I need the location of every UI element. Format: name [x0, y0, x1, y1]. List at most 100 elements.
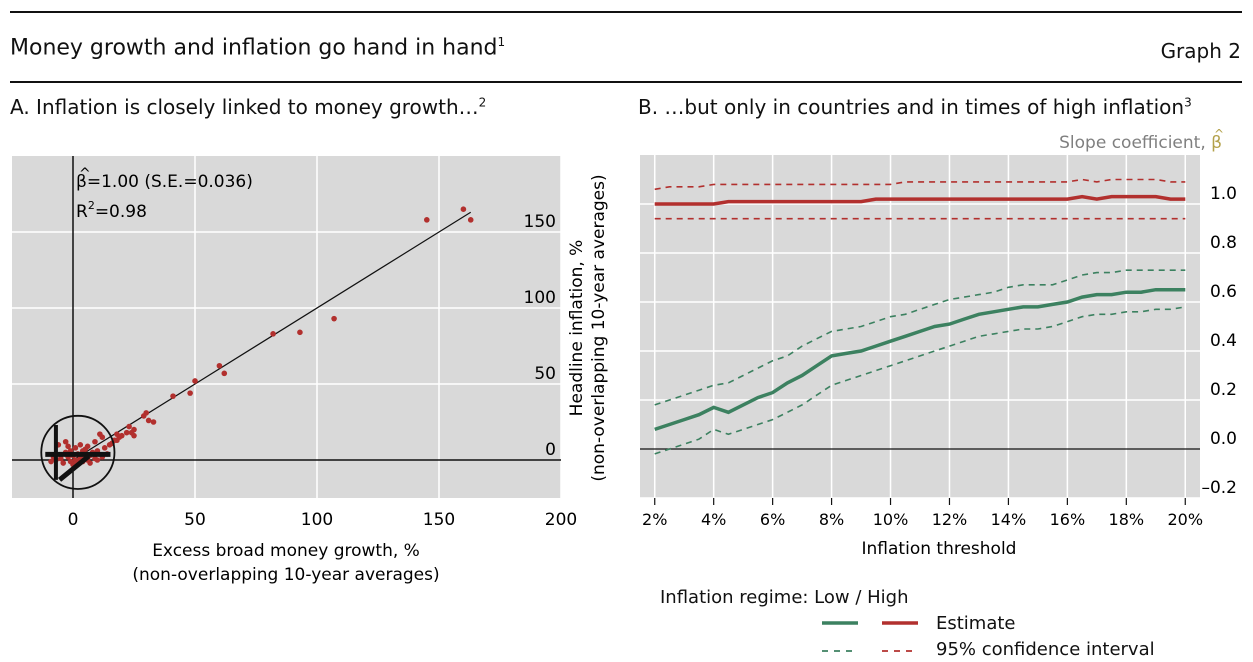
- panel-a-point: [92, 438, 98, 445]
- panel-b-y-ticks: –0.2 0.0 0.2 0.4 0.6 0.8 1.0: [1201, 184, 1237, 498]
- header-rule: [10, 81, 1242, 83]
- panel-a-ylabel-line2: (non-overlapping 10-year averages): [589, 174, 609, 481]
- panel-b-series: [654, 178, 1186, 455]
- legend-ci-label: 95% confidence interval: [936, 639, 1155, 660]
- panel-a-point: [221, 370, 228, 377]
- panel-a-point: [58, 455, 64, 462]
- panel-a-r2-text: =0.98: [95, 202, 147, 222]
- panel-b-right-axis-label: Slope coefficient, β: [1059, 133, 1222, 153]
- panel-a-title: A. Inflation is closely linked to money …: [10, 95, 486, 119]
- panel-a-beta-hat: ^: [79, 166, 91, 182]
- panel-a-beta-annotation: β=1.00 (S.E.=0.036): [76, 172, 253, 192]
- panel-a-point: [331, 315, 337, 322]
- panel-a-zoom-bar-d: [58, 454, 91, 482]
- panel-a-point: [145, 417, 152, 424]
- panel-a-point: [140, 413, 147, 419]
- legend-estimate-label: Estimate: [936, 613, 1016, 634]
- panel-b-x-tick-label: 20%: [1167, 510, 1203, 529]
- panel-b-x-tick-label: 8%: [819, 510, 844, 529]
- panel-b-chart: Slope coefficient, β ^ 2% 4% 6% 8% 10% 12% 14%…: [640, 127, 1237, 555]
- panel-a-point: [101, 445, 108, 451]
- legend: Inflation regime: Low / High Estimate 95…: [660, 587, 1220, 662]
- panel-a-grid: [12, 156, 562, 498]
- panel-a-y-tick-label: 50: [534, 364, 556, 384]
- panel-a-x-tick-label: 200: [545, 510, 577, 530]
- panel-a-chart: 0 50 100 150 200 0 50 100 150 ^ β=1.00 (S.E.=0.…: [12, 156, 609, 585]
- graph-number: Graph 2: [1160, 39, 1241, 63]
- panel-b-x-tick-label: 18%: [1109, 510, 1145, 529]
- panel-a-point: [114, 431, 120, 437]
- panel-a-point: [187, 390, 193, 396]
- panel-b-series-low-ci-upper: [654, 269, 1186, 406]
- panel-a-x-tick-label: 50: [184, 510, 206, 530]
- panel-a-point: [92, 455, 98, 462]
- panel-a-y-tick-label: 150: [524, 212, 556, 232]
- panel-b-title-footnote: 3: [1184, 95, 1192, 110]
- panel-a-point: [297, 329, 303, 336]
- panel-b-x-tick-label: 6%: [760, 510, 785, 529]
- panel-a-point: [424, 217, 430, 223]
- panel-a-point: [82, 446, 88, 453]
- panel-a-point: [97, 431, 103, 437]
- panel-a-r2-annotation: R2=0.98: [76, 199, 147, 222]
- panel-a-beta-text: =1.00 (S.E.=0.036): [87, 172, 253, 192]
- panel-b-plot-bg: [640, 155, 1200, 498]
- panel-a-point: [72, 445, 79, 451]
- panel-a-xlabel-line2: (non-overlapping 10-year averages): [132, 565, 439, 585]
- panel-b-x-ticks: 2% 4% 6% 8% 10% 12% 14% 16% 18% 20%: [642, 498, 1203, 529]
- panel-a-point: [216, 362, 223, 369]
- panel-b-series-low-ci-lower: [654, 306, 1186, 455]
- panel-a-axes: [12, 156, 561, 498]
- panel-a-title-text: A. Inflation is closely linked to money …: [10, 95, 479, 119]
- panel-b-x-tick-label: 10%: [873, 510, 909, 529]
- panel-b-y-tick-label: 0.0: [1210, 429, 1237, 449]
- graph-title-footnote: 1: [497, 35, 506, 49]
- panel-a-ylabel-line1: Headline inflation, %: [567, 240, 587, 417]
- panel-a-y-tick-label: 0: [545, 440, 556, 460]
- panel-a-highlight-circle: [40, 414, 116, 490]
- panel-a-x-tick-label: 100: [301, 510, 333, 530]
- top-rule: [10, 11, 1242, 13]
- panel-b-grid: [640, 155, 1200, 499]
- panel-b-series-low-estimate: [654, 287, 1186, 432]
- panel-a-y-tick-label: 100: [524, 288, 556, 308]
- panel-a-r2-exp: 2: [88, 199, 95, 212]
- panel-b-title: B. …but only in countries and in times o…: [638, 95, 1192, 119]
- panel-a-point: [62, 438, 69, 445]
- panel-b-y-tick-label: 0.8: [1210, 233, 1237, 253]
- panel-a-x-tick-label: 150: [423, 510, 455, 530]
- panel-a-point: [128, 429, 135, 436]
- panel-b-xlabel: Inflation threshold: [862, 539, 1017, 555]
- panel-a-xlabel-line1: Excess broad money growth, %: [152, 541, 420, 561]
- legend-swatches: [822, 621, 918, 652]
- panel-a-point: [77, 442, 84, 448]
- panel-a-point: [270, 331, 276, 337]
- panel-b-y-tick-label: 0.4: [1210, 331, 1237, 351]
- panel-a-point: [65, 443, 71, 450]
- panel-a-point: [106, 442, 113, 448]
- panel-b-x-tick-label: 16%: [1050, 510, 1086, 529]
- panel-a-point: [170, 393, 176, 399]
- panel-b-y-tick-label: 1.0: [1210, 184, 1237, 204]
- panel-b-x-tick-label: 4%: [701, 510, 726, 529]
- panel-b-x-tick-label: 12%: [932, 510, 968, 529]
- graph-title-text: Money growth and inflation go hand in ha…: [10, 35, 498, 61]
- panel-b-right-axis-text: Slope coefficient,: [1059, 133, 1211, 153]
- panel-b-title-text: B. …but only in countries and in times o…: [638, 95, 1185, 119]
- panel-a-x-ticks: 0 50 100 150 200: [68, 510, 578, 530]
- panel-a-point: [126, 423, 132, 430]
- panel-b-x-tick-label: 2%: [642, 510, 667, 529]
- panel-a-title-footnote: 2: [478, 95, 487, 110]
- panel-a-r2-base: R: [76, 202, 88, 222]
- panel-a-point: [192, 378, 198, 384]
- panel-a-x-tick-label: 0: [68, 510, 79, 530]
- legend-heading: Inflation regime: Low / High: [660, 587, 909, 608]
- panel-a-beta-symbol: β: [76, 172, 87, 192]
- panel-b-y-tick-label: 0.6: [1210, 282, 1237, 302]
- panel-a-point: [150, 419, 157, 425]
- panel-b-series-high-estimate: [654, 194, 1186, 206]
- graph-title: Money growth and inflation go hand in ha…: [10, 35, 505, 60]
- panel-a-point: [60, 460, 67, 466]
- panel-b-y-tick-label: –0.2: [1201, 478, 1237, 498]
- panel-a-y-ticks: 0 50 100 150: [524, 212, 556, 460]
